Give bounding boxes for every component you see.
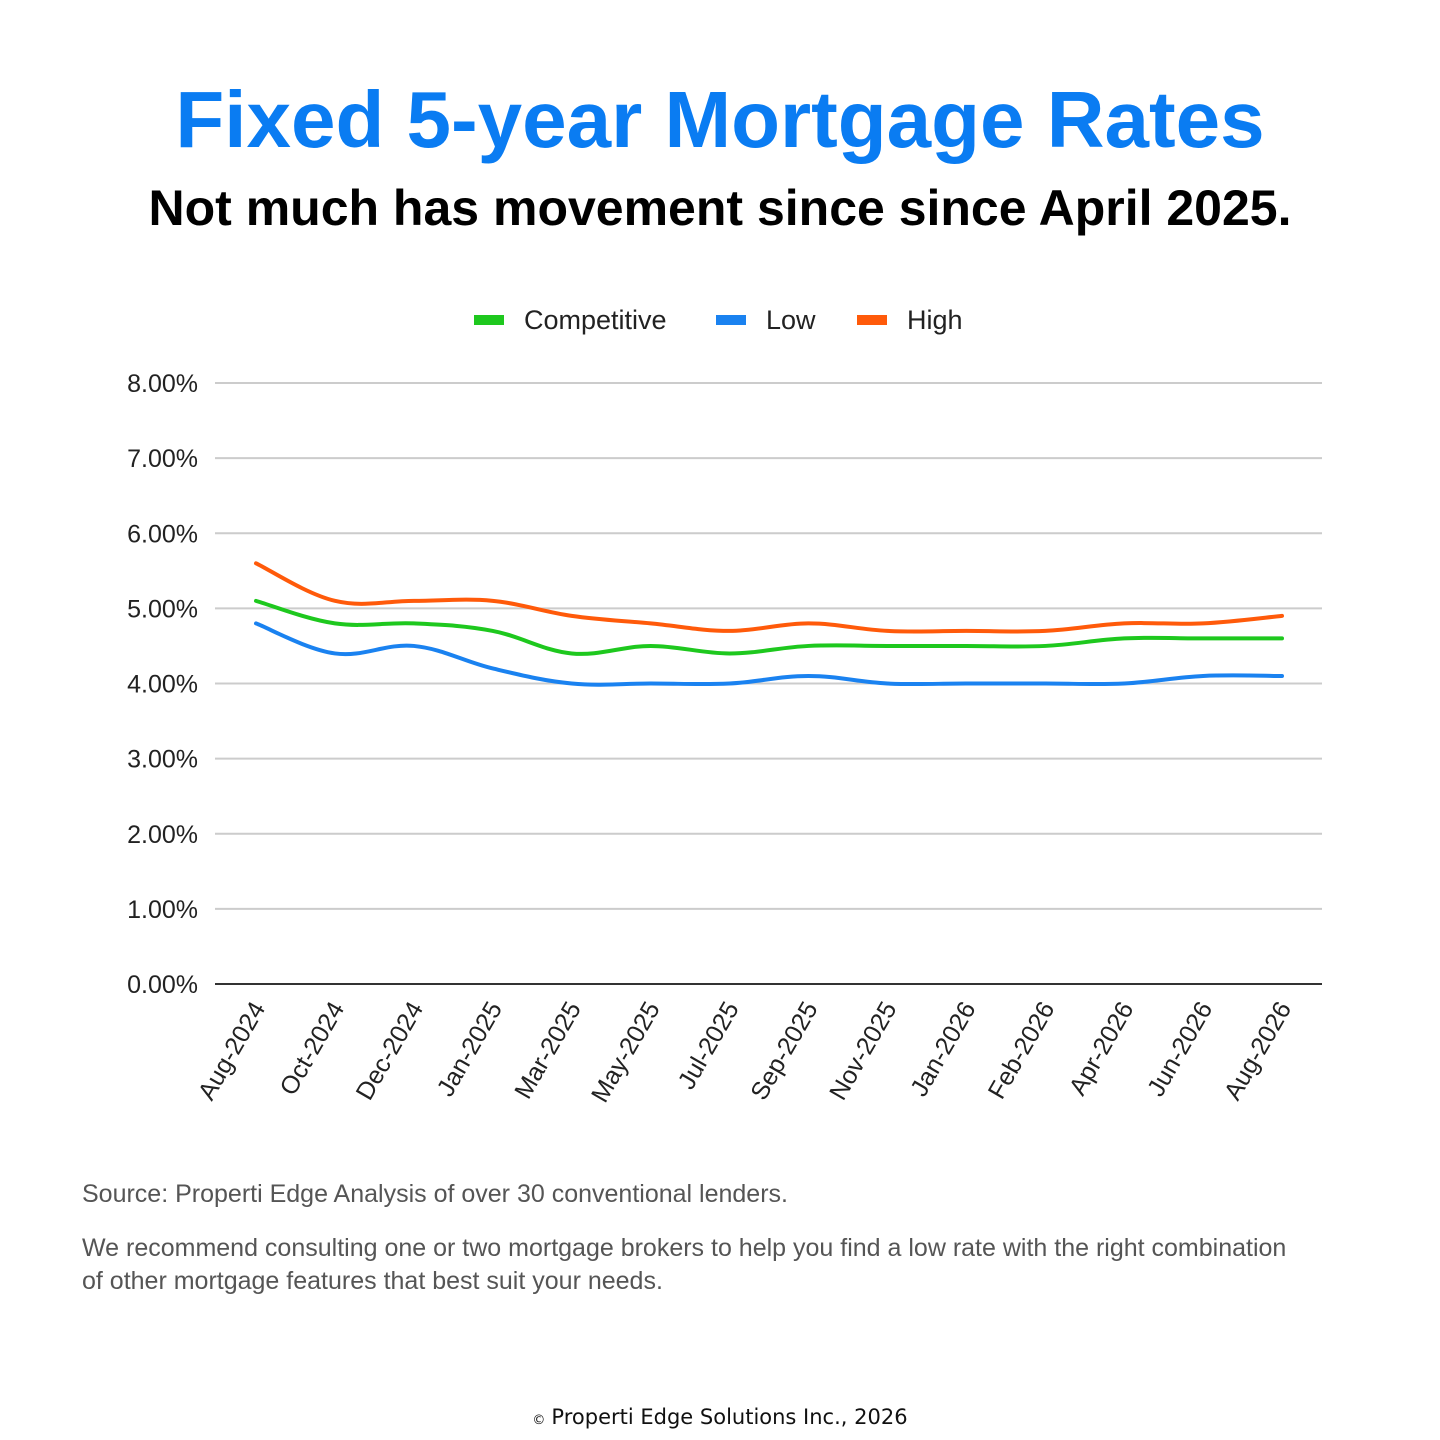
line-chart: Competitive Low High 0.00% 1.00% 2.00% 3.00% 4…: [127, 305, 1322, 1107]
x-tick-label: Apr-2026: [1064, 997, 1140, 1100]
y-tick-label: 8.00%: [127, 370, 198, 398]
series-line-low: [254, 621, 1284, 687]
x-tick-label: Sep-2025: [745, 997, 823, 1105]
y-tick-label: 3.00%: [127, 746, 198, 774]
x-tick-label: Feb-2026: [983, 997, 1061, 1104]
legend-swatch-competitive: [474, 315, 504, 325]
y-tick-label: 5.00%: [127, 595, 198, 623]
x-tick-label: Nov-2025: [824, 997, 902, 1105]
series-line-high: [254, 561, 1284, 634]
y-tick-label: 0.00%: [127, 971, 198, 999]
series-line-competitive: [254, 598, 1284, 656]
y-tick-label: 1.00%: [127, 896, 198, 924]
copyright-footer: © Properti Edge Solutions Inc., 2026: [0, 1405, 1440, 1429]
y-axis-labels: 0.00% 1.00% 2.00% 3.00% 4.00% 5.00% 6.00% 7.00%…: [127, 370, 198, 999]
chart-legend: Competitive Low High: [474, 305, 963, 335]
page-title: Fixed 5-year Mortgage Rates: [175, 75, 1265, 164]
x-tick-label: Aug-2024: [193, 997, 272, 1105]
x-tick-label: Jan-2025: [432, 997, 508, 1101]
legend-label-competitive: Competitive: [524, 305, 667, 335]
y-tick-label: 7.00%: [127, 445, 198, 473]
source-note: Source: Properti Edge Analysis of over 3…: [82, 1180, 788, 1208]
x-tick-label: Aug-2026: [1219, 997, 1297, 1105]
x-tick-label: Oct-2024: [274, 997, 350, 1100]
chart-series: [254, 561, 1284, 687]
chart-grid: [215, 382, 1322, 985]
legend-swatch-high: [857, 315, 887, 325]
copyright-icon: ©: [532, 1413, 546, 1428]
x-axis-labels: Aug-2024 Oct-2024 Dec-2024 Jan-2025 Mar-2025…: [193, 997, 1297, 1107]
x-tick-label: Jan-2026: [905, 997, 981, 1101]
y-tick-label: 2.00%: [127, 821, 198, 849]
copyright-text: Properti Edge Solutions Inc., 2026: [551, 1405, 908, 1429]
y-tick-label: 6.00%: [127, 520, 198, 548]
x-tick-label: Dec-2024: [351, 997, 429, 1105]
x-tick-label: Mar-2025: [509, 997, 587, 1104]
x-tick-label: Jun-2026: [1142, 997, 1218, 1101]
y-tick-label: 4.00%: [127, 671, 198, 699]
legend-label-low: Low: [766, 305, 816, 335]
recommendation-note: We recommend consulting one or two mortg…: [82, 1234, 1287, 1295]
x-tick-label: May-2025: [586, 997, 666, 1107]
legend-swatch-low: [716, 315, 746, 325]
legend-label-high: High: [907, 305, 963, 335]
page-subtitle: Not much has movement since since April …: [148, 180, 1292, 236]
x-tick-label: Jul-2025: [673, 997, 745, 1094]
